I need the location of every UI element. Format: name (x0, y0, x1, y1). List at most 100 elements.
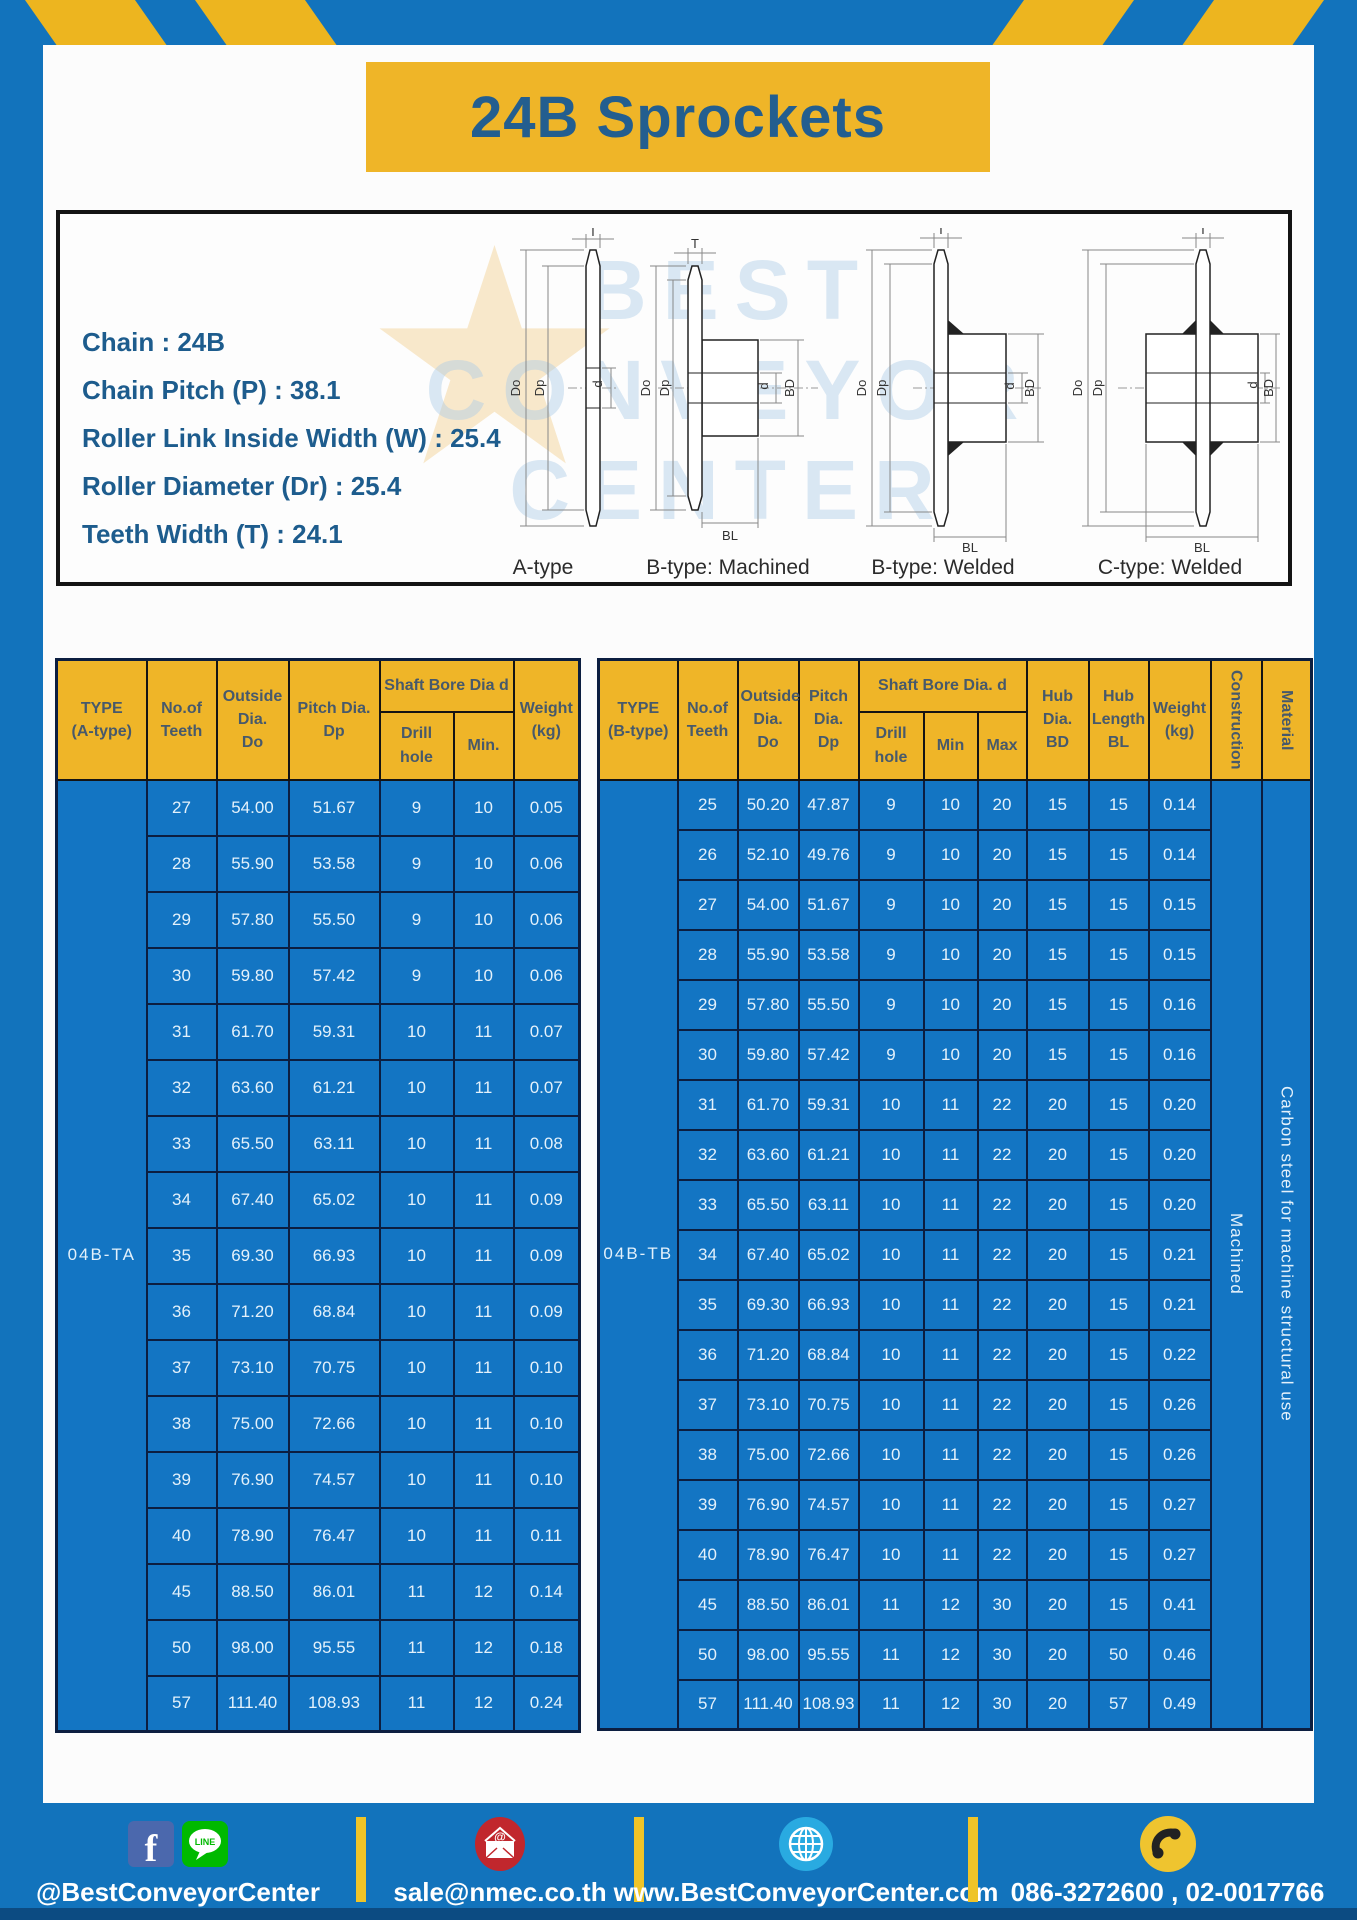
table-cell: 0.20 (1147, 1178, 1212, 1231)
table-cell: 20 (976, 828, 1028, 881)
table-cell: 11 (922, 1228, 979, 1281)
table-cell: 10 (378, 1394, 455, 1453)
header-outside-dia: Outside Dia. Do (736, 658, 800, 781)
table-cell: 68.84 (797, 1328, 860, 1381)
dim-label-d: d (590, 380, 605, 387)
globe-icon (779, 1817, 833, 1871)
table-cell: 10 (378, 1338, 455, 1397)
table-cell: 10 (378, 1506, 455, 1565)
table-cell: 0.10 (512, 1338, 581, 1397)
spec-chain: Chain : 24B (82, 327, 226, 357)
content-area: 24B Sprockets ★ BEST CONVEYOR CENTER Cha… (43, 45, 1314, 1803)
table-cell: 10 (857, 1428, 925, 1481)
table-cell: 10 (857, 1478, 925, 1531)
header-teeth: No.of Teeth (145, 658, 218, 781)
table-cell: 57.42 (287, 946, 381, 1005)
social-icons: f LINE (128, 1816, 228, 1872)
table-cell: 22 (976, 1428, 1028, 1481)
table-cell: 57 (1087, 1678, 1150, 1731)
svg-text:@: @ (494, 1830, 506, 1844)
table-cell: 12 (922, 1678, 979, 1731)
header-min: Min. (452, 710, 515, 781)
header-type: TYPE (A-type) (55, 658, 148, 781)
table-cell: 9 (857, 878, 925, 931)
table-row: 37 73.10 70.75 10 11 22 20 15 0.26 (599, 1378, 1312, 1431)
table-cell: 20 (1025, 1378, 1090, 1431)
table-cell: 11 (452, 1394, 515, 1453)
footer: f LINE @BestConveyorCenter @ (0, 1803, 1357, 1920)
table-row: 57 111.40 108.93 11 12 0.24 (57, 1674, 581, 1733)
table-row: 34 67.40 65.02 10 11 22 20 15 0.21 (599, 1228, 1312, 1281)
table-row: 35 69.30 66.93 10 11 22 20 15 0.21 (599, 1278, 1312, 1331)
table-cell: 34 (676, 1228, 739, 1281)
table-cell: 49.76 (797, 828, 860, 881)
table-cell: 68.84 (287, 1282, 381, 1341)
table-cell: 15 (1025, 778, 1090, 831)
table-cell: 20 (1025, 1428, 1090, 1481)
table-cell: 55.50 (287, 890, 381, 949)
table-cell: 22 (976, 1278, 1028, 1331)
diagram-b-type-machined: Do Dp T d BD BL (628, 228, 828, 580)
table-cell: 0.27 (1147, 1528, 1212, 1581)
header-material: Material (1260, 658, 1313, 781)
table-cell: 0.41 (1147, 1578, 1212, 1631)
header-shaft-bore-group: Shaft Bore Dia. d (857, 658, 1028, 713)
table-row: 40 78.90 76.47 10 11 0.11 (57, 1506, 581, 1565)
table-row: 31 61.70 59.31 10 11 0.07 (57, 1002, 581, 1061)
table-cell: 11 (452, 1338, 515, 1397)
table-cell: 72.66 (797, 1428, 860, 1481)
table-cell: 63.11 (797, 1178, 860, 1231)
table-cell: 0.14 (512, 1562, 581, 1621)
table-cell: 11 (922, 1378, 979, 1431)
material-value-cell: Carbon steel for machine structural use (1260, 778, 1313, 1731)
table-cell: 20 (976, 878, 1028, 931)
table-cell: 11 (452, 1450, 515, 1509)
table-cell: 37 (676, 1378, 739, 1431)
table-cell: 32 (676, 1128, 739, 1181)
a-type-drawing: Do Dp d T (508, 228, 618, 527)
footer-phone-section: 086-3272600 , 02-0017766 (978, 1803, 1357, 1920)
spec-diagram-box: ★ BEST CONVEYOR CENTER Chain : 24B Chain… (56, 210, 1292, 586)
table-row: 31 61.70 59.31 10 11 22 20 15 0.20 (599, 1078, 1312, 1131)
table-row: 29 57.80 55.50 9 10 20 15 15 0.16 (599, 978, 1312, 1031)
header-pitch-dia: Pitch Dia. Dp (287, 658, 381, 781)
facebook-icon: f (128, 1821, 174, 1867)
table-cell: 40 (676, 1528, 739, 1581)
table-cell: 12 (452, 1674, 515, 1733)
table-cell: 0.49 (1147, 1678, 1212, 1731)
table-cell: 61.70 (736, 1078, 800, 1131)
table-cell: 20 (976, 928, 1028, 981)
b-type-machined-drawing: Do Dp T d BD BL (638, 236, 818, 543)
table-cell: 0.10 (512, 1394, 581, 1453)
table-cell: 28 (676, 928, 739, 981)
table-row: 57 111.40 108.93 11 12 30 20 57 0.49 (599, 1678, 1312, 1731)
table-cell: 33 (676, 1178, 739, 1231)
table-cell: 20 (1025, 1528, 1090, 1581)
table-cell: 31 (676, 1078, 739, 1131)
dim-label-d: d (1245, 381, 1260, 388)
table-cell: 15 (1087, 1128, 1150, 1181)
table-row: 33 65.50 63.11 10 11 22 20 15 0.20 (599, 1178, 1312, 1231)
table-cell: 37 (145, 1338, 218, 1397)
table-cell: 27 (145, 778, 218, 837)
table-row: 39 76.90 74.57 10 11 0.10 (57, 1450, 581, 1509)
table-cell: 10 (452, 778, 515, 837)
table-cell: 11 (922, 1328, 979, 1381)
decorative-stripe (1182, 0, 1324, 45)
table-cell: 0.08 (512, 1114, 581, 1173)
dim-label-d: d (756, 382, 771, 389)
table-cell: 29 (676, 978, 739, 1031)
table-cell: 57.80 (736, 978, 800, 1031)
table-cell: 39 (145, 1450, 218, 1509)
table-cell: 15 (1087, 1578, 1150, 1631)
dim-label-bl: BL (1194, 540, 1210, 554)
table-a-body: 04B-TA 27 54.00 51.67 9 10 0.05 28 55.90 53.58 9 10… (55, 778, 581, 1733)
table-cell: 0.09 (512, 1170, 581, 1229)
table-cell: 11 (922, 1278, 979, 1331)
table-cell: 15 (1087, 1228, 1150, 1281)
line-icon: LINE (182, 1821, 228, 1867)
table-cell: 38 (676, 1428, 739, 1481)
table-row: 36 71.20 68.84 10 11 0.09 (57, 1282, 581, 1341)
table-cell: 50 (145, 1618, 218, 1677)
table-cell: 12 (922, 1578, 979, 1631)
